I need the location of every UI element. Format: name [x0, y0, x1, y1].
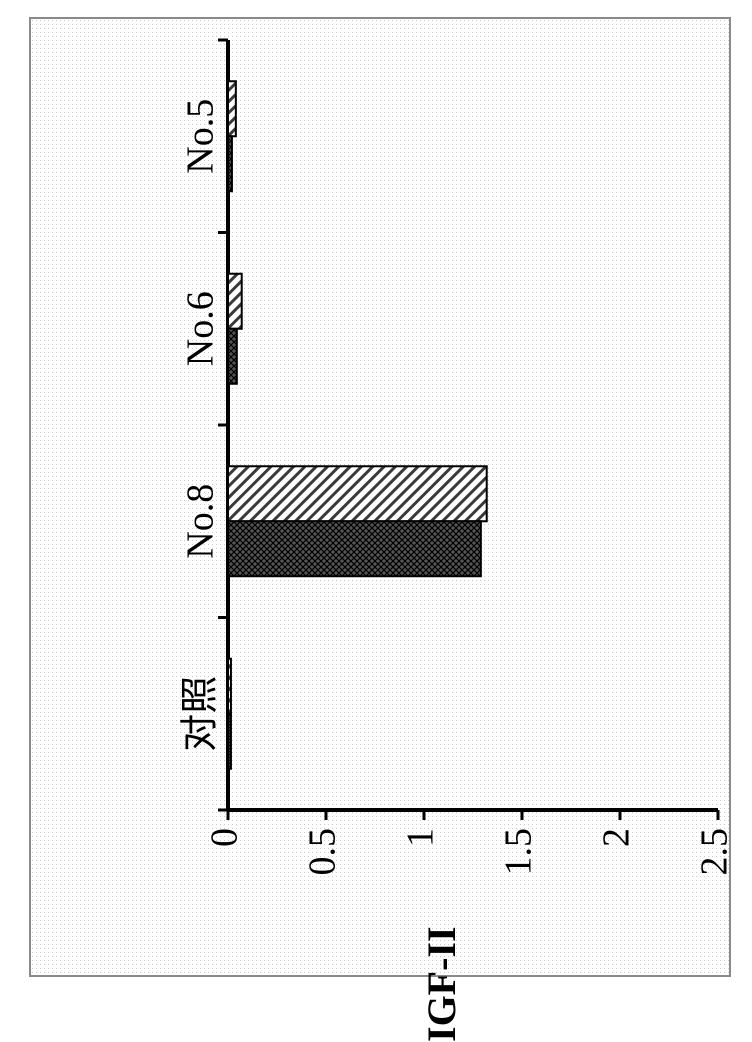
y-tick-label: 0.5: [302, 828, 344, 876]
bar-series-a: [228, 659, 231, 714]
bar-series-b: [228, 714, 231, 769]
bar-series-b: [228, 521, 481, 576]
y-tick-label: 2.5: [694, 828, 736, 876]
x-category-label: 对照: [180, 676, 222, 752]
plot-svg: 0 0.5 1 1.5 2 2.5 No.5 No.6 No.8 对照: [0, 0, 752, 994]
y-tick-label: 1: [400, 828, 442, 847]
bar-series-a: [228, 274, 242, 329]
bar-series-b: [228, 329, 237, 384]
x-category-label: No.5: [180, 99, 222, 174]
x-category-label: No.8: [180, 484, 222, 559]
y-tick-label: 2: [596, 828, 638, 847]
bar-series-a: [228, 81, 236, 136]
bar-series-b: [228, 136, 232, 191]
y-tick-label: 0: [204, 828, 246, 847]
y-tick-label: 1.5: [498, 828, 540, 876]
x-category-label: No.6: [180, 291, 222, 366]
bar-series-a: [228, 466, 487, 521]
